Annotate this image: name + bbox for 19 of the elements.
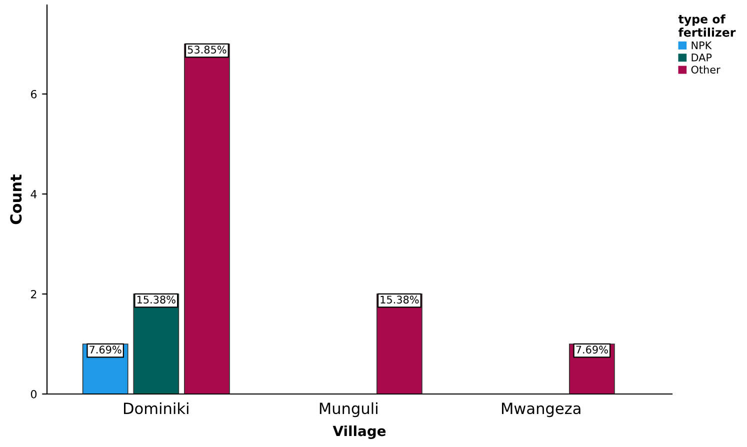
y-tick-label: 0 (30, 390, 37, 398)
y-axis-title: Count (10, 174, 22, 224)
legend-label: Other (691, 66, 720, 74)
annotation: 15.38% (380, 296, 419, 304)
x-tick-label: Mwangeza (502, 402, 580, 418)
y-tick-label: 6 (30, 90, 37, 98)
annotation: 53.85% (188, 46, 226, 54)
x-tick-label: Dominiki (124, 402, 188, 414)
bar (184, 44, 230, 394)
legend-label: DAP (692, 54, 712, 62)
annotation: 7.69% (576, 346, 608, 354)
y-tick-label: 2 (31, 290, 36, 298)
x-tick-label: Munguli (320, 402, 378, 418)
y-tick-label: 4 (30, 190, 37, 198)
annotation: 7.69% (90, 346, 122, 354)
legend-label: NPK (692, 42, 712, 50)
legend-title: type of fertilizer (678, 14, 736, 37)
x-axis-title: Village (332, 425, 386, 440)
annotation: 15.38% (137, 296, 176, 304)
